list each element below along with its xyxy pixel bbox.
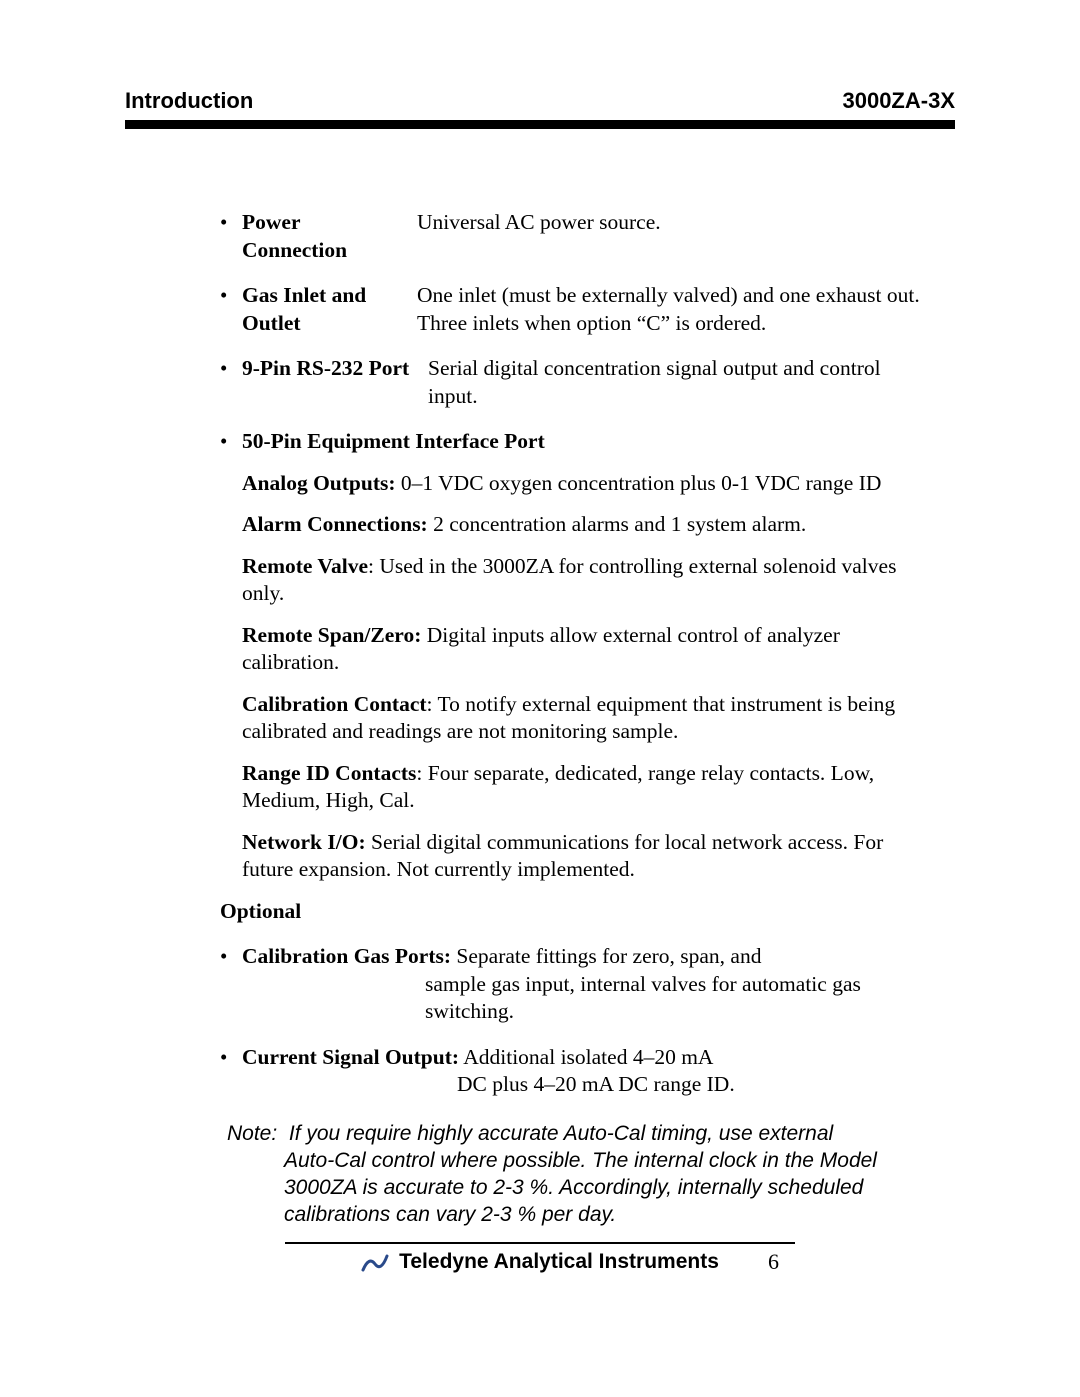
item-description: One inlet (must be externally valved) an… [417,282,930,337]
item-label: Current Signal Output: [242,1045,459,1069]
sub-item: Alarm Connections: 2 concentration alarm… [242,511,930,539]
sub-sep: : [427,692,438,716]
page-footer: Teledyne Analytical Instruments 6 [125,1250,955,1274]
item-desc-rest: DC plus 4–20 mA DC range ID. [242,1071,930,1099]
item-label: Gas Inlet and Outlet [242,282,417,337]
item-description: Serial digital concentration signal outp… [428,355,930,410]
footer-rule [285,1242,795,1244]
sub-item: Network I/O: Serial digital communicatio… [242,829,930,884]
sub-item: Remote Span/Zero: Digital inputs allow e… [242,622,930,677]
sub-label: Remote Valve [242,554,368,578]
item-label: 9-Pin RS-232 Port [242,355,428,383]
note-block: Note: If you require highly accurate Aut… [220,1121,930,1229]
list-item: Gas Inlet and Outlet One inlet (must be … [220,282,930,337]
note-line1: If you require highly accurate Auto-Cal … [289,1122,833,1145]
item-label: Calibration Gas Ports: [242,944,451,968]
sub-item: Range ID Contacts: Four separate, dedica… [242,760,930,815]
item-desc-line1: Additional isolated 4–20 mA [463,1045,713,1069]
header-rule [125,120,955,129]
sub-item: Remote Valve: Used in the 3000ZA for con… [242,553,930,608]
sub-item: Analog Outputs: 0–1 VDC oxygen concentra… [242,470,930,498]
sub-description: 0–1 VDC oxygen concentration plus 0-1 VD… [401,471,882,495]
sub-label: Network I/O: [242,830,366,854]
list-item: 50-Pin Equipment Interface Port Analog O… [220,428,930,925]
feature-list: Power Connection Universal AC power sour… [220,209,930,1099]
list-item: 9-Pin RS-232 Port Serial digital concent… [220,355,930,410]
sub-item: Calibration Contact: To notify external … [242,691,930,746]
optional-heading: Optional [220,898,930,926]
item-label: Power Connection [242,209,417,264]
sub-description: 2 concentration alarms and 1 system alar… [433,512,806,536]
sub-sep: : [368,554,379,578]
page-content: Power Connection Universal AC power sour… [125,209,955,1228]
list-item: Power Connection Universal AC power sour… [220,209,930,264]
document-page: Introduction 3000ZA-3X Power Connection … [0,0,1080,1397]
note-prefix: Note: [227,1122,277,1145]
sub-label: Analog Outputs: [242,471,396,495]
section-heading: 50-Pin Equipment Interface Port [242,428,930,456]
header-model-number: 3000ZA-3X [842,88,955,114]
item-desc-line1: Separate fittings for zero, span, and [456,944,761,968]
header-section-title: Introduction [125,88,253,114]
page-header: Introduction 3000ZA-3X [125,88,955,114]
sub-label: Calibration Contact [242,692,427,716]
list-item: Calibration Gas Ports: Separate fittings… [220,943,930,1026]
sub-label: Range ID Contacts [242,761,416,785]
sub-label: Remote Span/Zero: [242,623,421,647]
footer-company-name: Teledyne Analytical Instruments [399,1250,719,1274]
note-body: Auto-Cal control where possible. The int… [227,1148,930,1229]
sub-label: Alarm Connections: [242,512,428,536]
company-logo-icon [361,1252,389,1272]
item-desc-rest: sample gas input, internal valves for au… [242,971,930,1026]
item-description: Universal AC power source. [417,209,930,237]
list-item: Current Signal Output: Additional isolat… [220,1044,930,1099]
page-number: 6 [768,1249,779,1275]
sub-sep: : [416,761,427,785]
